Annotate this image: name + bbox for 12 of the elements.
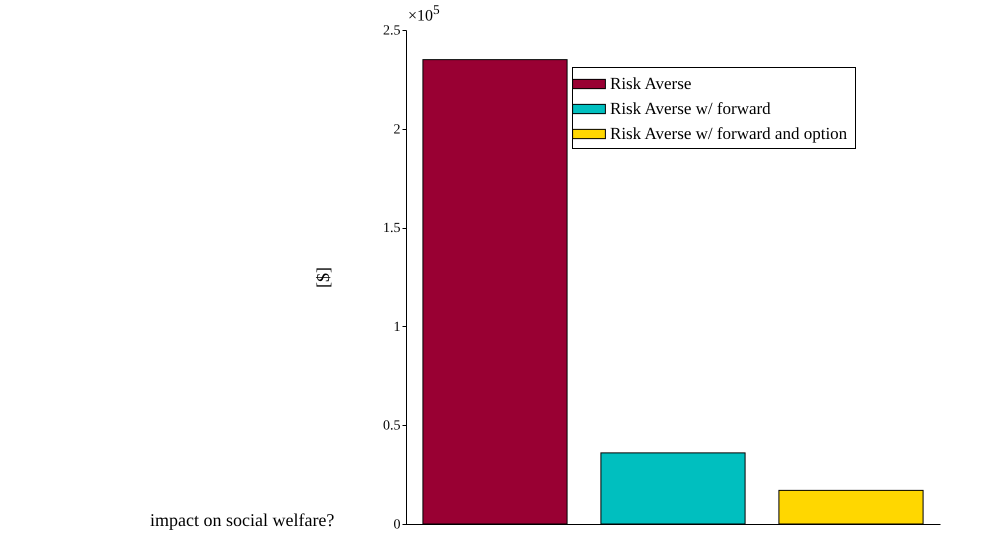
- y-tick-label: 1: [394, 320, 400, 335]
- y-tick-label: 0.5: [383, 418, 400, 434]
- y-tick-label: 2: [394, 122, 400, 138]
- y-axis-title: [$]: [313, 267, 333, 288]
- legend-label: Risk Averse w/ forward and option: [610, 124, 848, 143]
- y-tick-label: 1.5: [383, 221, 400, 236]
- y-tick-label: 0: [394, 518, 400, 532]
- legend-label: Risk Averse w/ forward: [610, 99, 772, 118]
- legend-label: Risk Averse: [610, 74, 692, 93]
- text: impact on social welfare?: [150, 510, 334, 531]
- y-tick-label: 2.5: [383, 24, 400, 38]
- text: ×10$^{5}$: [408, 2, 440, 26]
